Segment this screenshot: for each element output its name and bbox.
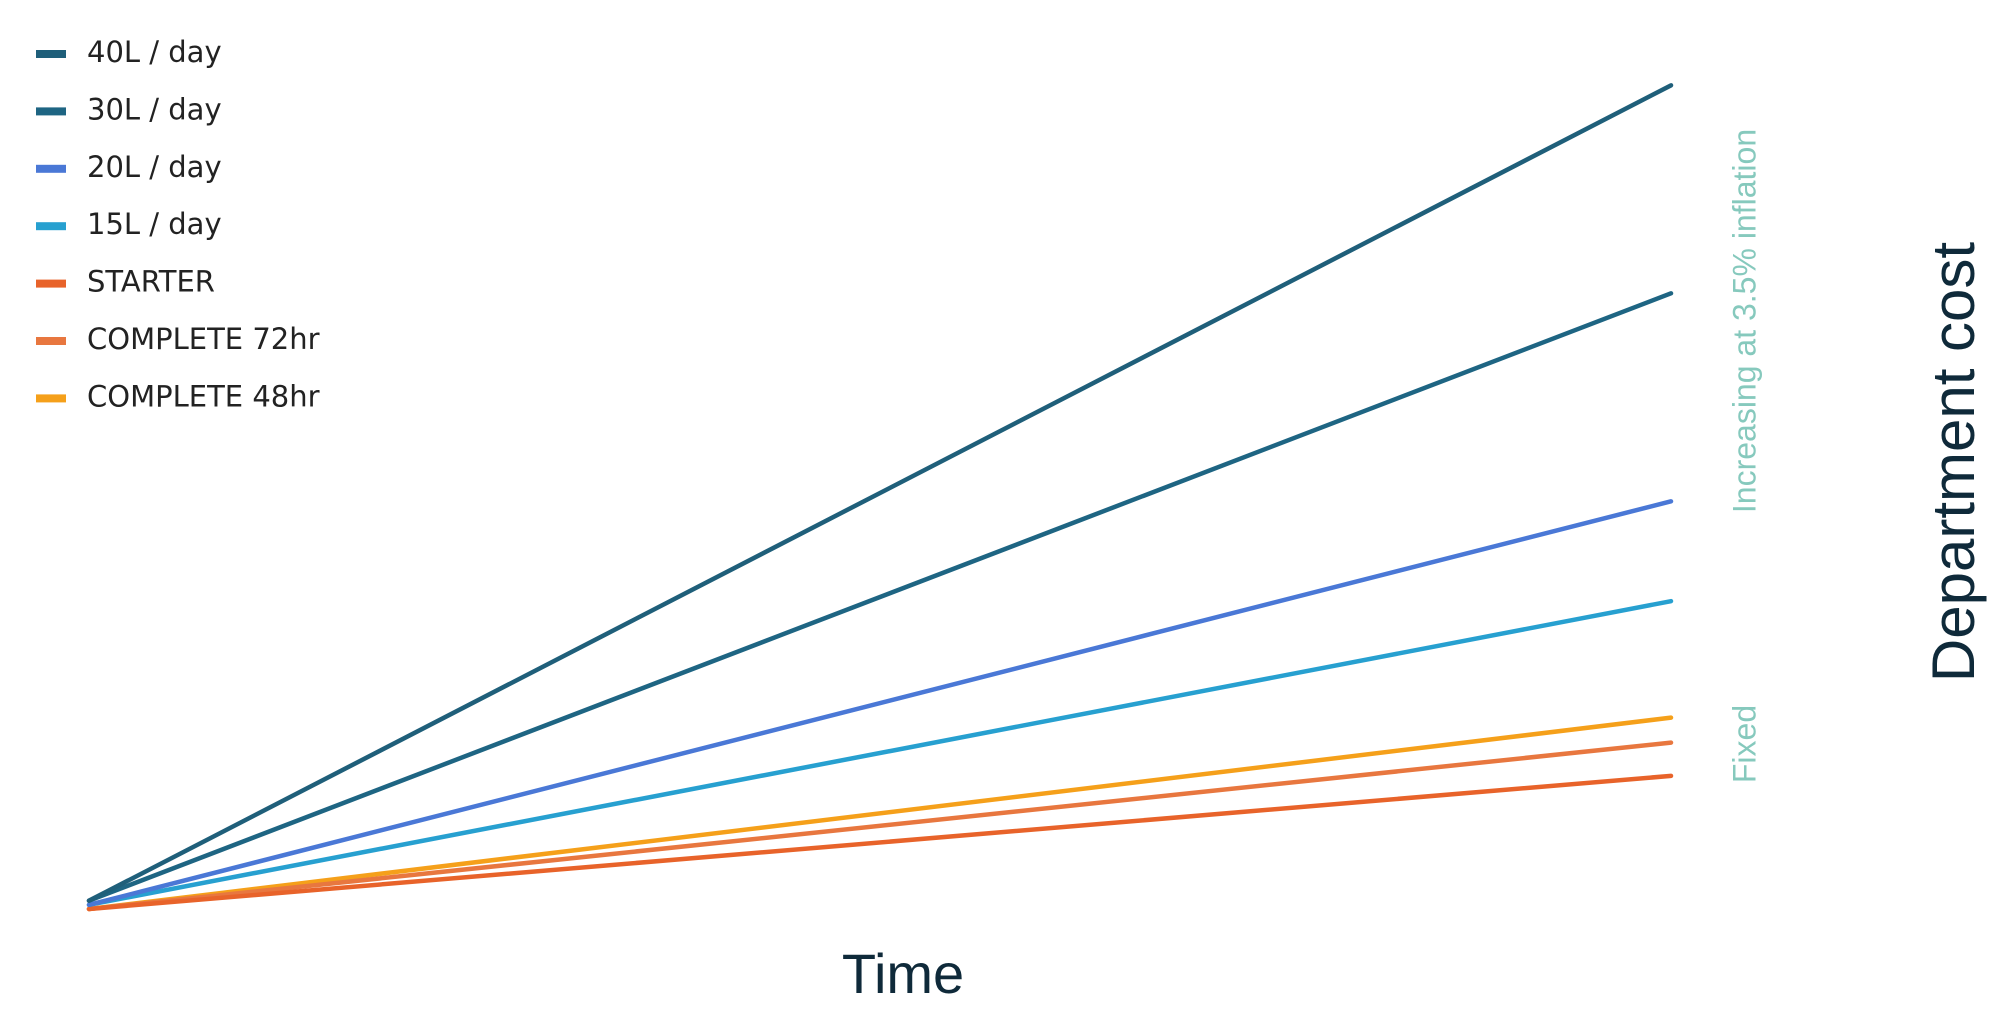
legend-swatch — [36, 107, 66, 116]
legend-label: COMPLETE 72hr — [87, 322, 320, 356]
line — [86, 715, 1674, 912]
legend-swatch — [36, 222, 66, 231]
line — [86, 740, 1674, 912]
x-axis-title: Time — [842, 942, 964, 1005]
legend-label: 20L / day — [87, 150, 222, 184]
line — [86, 598, 1674, 908]
legend-swatch — [36, 50, 66, 58]
legend-swatch — [36, 164, 66, 173]
legend-label: STARTER — [87, 265, 215, 299]
legend-swatch — [36, 337, 66, 345]
legend-label: 30L / day — [87, 92, 222, 126]
legend-label: 15L / day — [87, 207, 222, 241]
legend-swatch — [36, 279, 66, 288]
line — [86, 83, 1674, 903]
legend-label: COMPLETE 48hr — [87, 379, 320, 413]
annotation: Fixed — [1726, 705, 1762, 783]
legend-label: 40L / day — [87, 35, 222, 69]
line — [86, 499, 1674, 908]
line — [86, 291, 1674, 903]
legend-swatch — [36, 394, 66, 403]
annotation: Increasing at 3.5% inflation — [1726, 129, 1762, 513]
y-axis-title: Department cost — [1920, 242, 1987, 683]
line — [86, 773, 1674, 912]
